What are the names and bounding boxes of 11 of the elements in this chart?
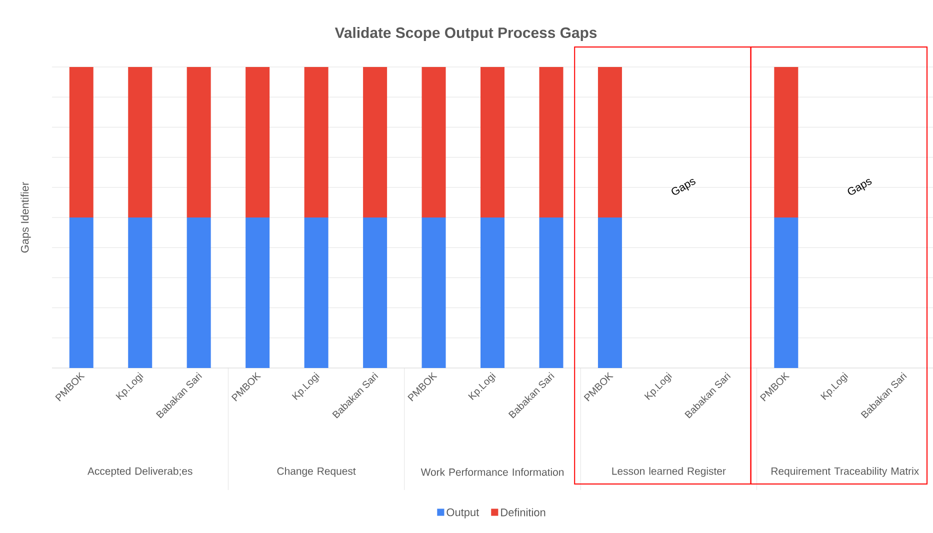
legend-label: Definition — [501, 508, 546, 516]
text: Work Performance Information — [420, 468, 564, 476]
chart-title: Validate Scope Output Process Gaps — [334, 27, 597, 41]
text: Accepted Deliverab;es — [88, 467, 192, 477]
text: Lesson learned Register — [612, 467, 726, 477]
annotation: Gaps — [848, 178, 872, 195]
legend-label: Output — [446, 508, 480, 518]
text: Requirement Traceability Matrix — [772, 467, 919, 477]
text: Change Request — [277, 467, 356, 477]
annotation: Gaps — [672, 178, 696, 195]
y-axis-title: Gaps Identifier — [20, 182, 31, 253]
